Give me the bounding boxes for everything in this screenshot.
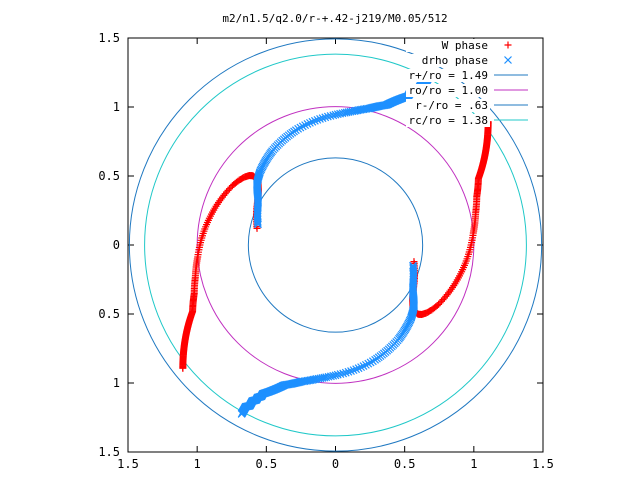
y-tick-label: 0.5: [98, 169, 120, 183]
x-tick-label: 0.5: [255, 457, 277, 471]
legend: W phase drho phase r+/ro = 1.49 ro/ro = 1.0…: [406, 39, 528, 127]
legend-backing: [406, 39, 490, 52]
drho-phase-point: [354, 364, 363, 373]
legend-backing: [406, 84, 490, 97]
reference-circle: [144, 53, 527, 437]
drho-phase-point: [331, 110, 340, 119]
drho-phase-point: [368, 357, 377, 366]
legend-backing: [406, 99, 490, 112]
x-tick-label: 1.5: [532, 457, 554, 471]
drho-phase-point: [336, 370, 345, 378]
w-phase-point: [436, 299, 444, 307]
drho-phase-point: [303, 120, 312, 128]
drho-phase-point: [361, 360, 370, 369]
legend-label: drho phase: [422, 54, 488, 67]
x-tick-label: 1.5: [117, 457, 139, 471]
drho-phase-point: [504, 56, 512, 64]
drho-phase-point: [364, 359, 373, 368]
drho-phase-point: [313, 115, 322, 124]
legend-label: ro/ro = 1.00: [409, 84, 488, 97]
drho-phase-point: [329, 371, 338, 380]
w-phase-point: [179, 364, 187, 372]
drho-phase-point: [336, 109, 345, 118]
w-phase-point: [504, 41, 512, 49]
legend-backing: [406, 114, 490, 127]
drho-phase-point: [333, 370, 342, 379]
drho-phase-point: [326, 372, 335, 381]
drho-phase-point: [294, 124, 303, 133]
x-tick-label: 0.5: [394, 457, 416, 471]
axes: 1.5 1 0.5 0 0.5 1 1.51.510.500.511.5: [98, 31, 554, 471]
y-tick-label: 1: [113, 376, 120, 390]
drho-phase-point: [326, 112, 335, 120]
drho-phase-point: [347, 367, 355, 375]
chart-title: m2/n1.5/q2.0/r-+.42-j219/M0.05/512: [222, 12, 447, 25]
y-tick-label: 0: [113, 238, 120, 252]
y-tick-label: 1.5: [98, 445, 120, 459]
y-tick-label: 1.5: [98, 31, 120, 45]
phase-arm: [253, 72, 434, 229]
drho-phase-point: [301, 121, 310, 130]
drho-phase-point: [291, 126, 300, 135]
drho-phase-point: [308, 117, 317, 126]
w-phase-point: [435, 300, 443, 308]
legend-backing: [406, 69, 490, 82]
reference-circle: [247, 157, 424, 333]
phase-arm: [179, 172, 262, 372]
drho-phase-point: [359, 362, 368, 370]
drho-phase-point: [237, 410, 246, 418]
drho-phase-point: [316, 115, 324, 123]
drho-phase-point: [298, 122, 307, 131]
drho-phase-point: [310, 116, 319, 125]
drho-phase-point: [306, 118, 314, 127]
x-tick-label: 1: [194, 457, 201, 471]
drho-phase-point: [357, 363, 365, 372]
drho-phase-point: [329, 111, 338, 120]
drho-phase-point: [349, 366, 358, 375]
drho-phase-point: [296, 123, 305, 132]
drho-phase-point: [352, 365, 361, 374]
y-tick-label: 1: [113, 100, 120, 114]
x-tick-label: 0: [332, 457, 339, 471]
legend-backing: [406, 54, 490, 67]
reference-circle: [128, 38, 543, 452]
legend-label: r-/ro = .63: [415, 99, 488, 112]
phase-arm: [237, 261, 418, 418]
legend-label: W phase: [442, 39, 488, 52]
phase-arm: [409, 118, 492, 318]
drho-phase-point: [366, 358, 375, 367]
w-phase-point: [227, 183, 235, 191]
drho-phase-point: [318, 114, 327, 123]
drho-phase-point: [371, 355, 380, 364]
reference-circle: [196, 106, 475, 384]
drho-phase-point: [331, 371, 340, 380]
legend-label: rc/ro = 1.38: [409, 114, 488, 127]
x-tick-label: 1: [470, 457, 477, 471]
drho-phase-point: [333, 110, 342, 119]
w-phase-point: [228, 182, 236, 190]
drho-phase-point: [344, 367, 353, 376]
y-tick-label: 0.5: [98, 307, 120, 321]
legend-label: r+/ro = 1.49: [409, 69, 488, 82]
